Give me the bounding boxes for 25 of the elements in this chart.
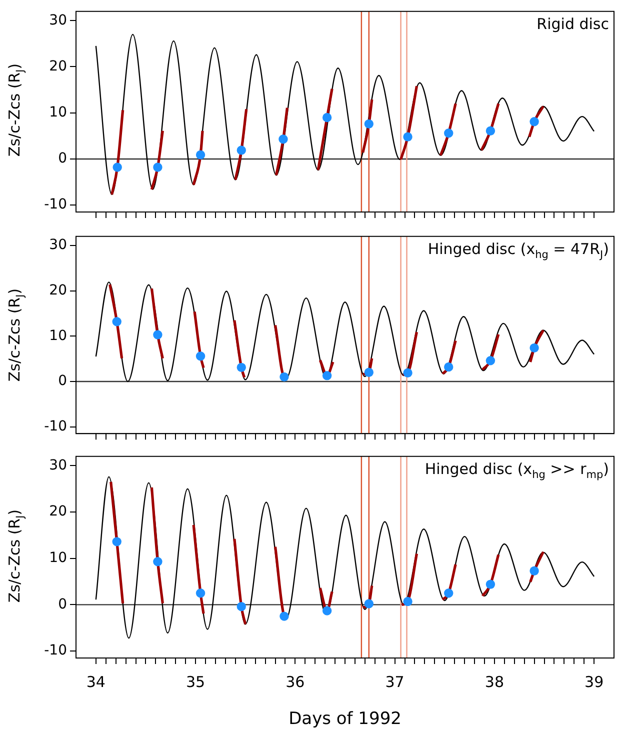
y-tick-label: 0	[58, 150, 67, 167]
y-tick-label: 30	[49, 12, 67, 28]
x-tick-label: 37	[385, 672, 404, 691]
x-tick-label: 35	[186, 672, 206, 691]
annotation: Hinged disc (x$_{hg}$ = 47R$_{J}$)	[428, 240, 609, 261]
x-tick-label: 38	[484, 672, 504, 691]
y-tick-label: 10	[49, 104, 67, 120]
annotation: Hinged disc (x$_{hg}$ >> r$_{mp}$)	[424, 460, 609, 481]
x-axis-title: Days of 1992	[288, 709, 402, 730]
y-tick-label: 10	[49, 328, 67, 344]
y-tick-label: 0	[58, 596, 67, 612]
y-tick-label: -10	[44, 642, 67, 659]
y-tick-label: 0	[58, 373, 67, 390]
y-tick-label: 20	[49, 282, 67, 298]
y-tick-label: 20	[49, 504, 67, 520]
x-tick-label: 34	[86, 672, 106, 691]
annotation: Rigid disc	[536, 15, 609, 33]
y-tick-label: 10	[49, 550, 67, 566]
y-tick-label: -10	[44, 196, 67, 213]
y-tick-label: 30	[49, 457, 67, 474]
y-tick-label: -10	[44, 418, 67, 434]
y-tick-label: 20	[49, 58, 67, 74]
x-tick-label: 39	[584, 672, 604, 691]
y-tick-label: 30	[49, 237, 67, 254]
x-tick-label: 36	[286, 672, 305, 691]
